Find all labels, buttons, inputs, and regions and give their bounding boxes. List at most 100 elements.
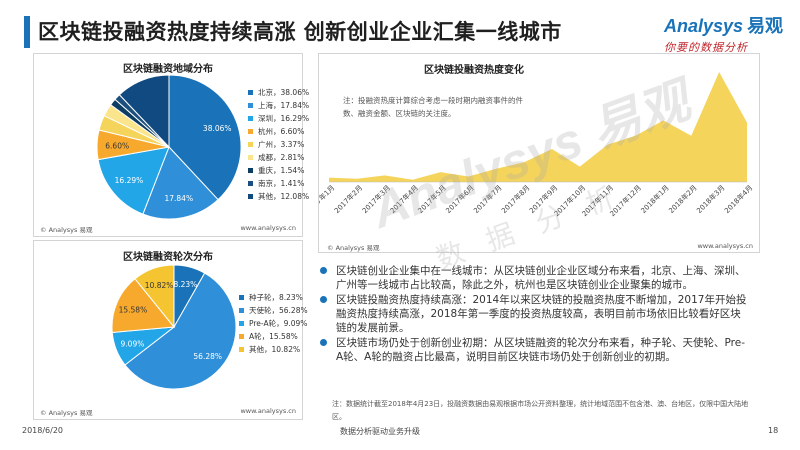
heat-chart-title: 区块链投融资热度变化 (424, 65, 524, 76)
legend-swatch (239, 308, 244, 313)
legend-item: 广州，3.37% (248, 138, 309, 151)
legend-item: 其他，12.08% (248, 190, 309, 203)
legend-swatch (239, 295, 244, 300)
heat-area (329, 72, 747, 182)
x-tick-label: 2018年2月 (667, 183, 699, 215)
heat-area-chart: 2017年1月2017年2月2017年3月2017年4月2017年5月2017年… (319, 72, 754, 218)
logo-cn: 易观 (747, 16, 784, 37)
x-tick-label: 2017年3月 (360, 183, 392, 215)
title-accent-bar (24, 16, 30, 48)
legend-label: 其他，10.82% (249, 345, 301, 354)
page-number: 18 (768, 426, 779, 435)
pie-slice (97, 146, 170, 215)
legend-swatch (248, 129, 253, 134)
legend-label: 上海，17.84% (258, 101, 310, 110)
x-tick-label: 2017年5月 (416, 183, 448, 215)
region-chart-title: 区块链融资地域分布 (123, 64, 213, 75)
legend-item: A轮，15.58% (239, 330, 308, 343)
legend-label: 天使轮，56.28% (249, 306, 308, 315)
legend-item: 上海，17.84% (248, 99, 309, 112)
bullet-item: 区块链市场仍处于创新创业初期：从区块链融资的轮次分布来看，种子轮、天使轮、Pre… (318, 336, 748, 364)
bullet-dot-icon (320, 339, 327, 346)
legend-item: 种子轮，8.23% (239, 291, 308, 304)
round-chart-title: 区块链融资轮次分布 (123, 252, 213, 263)
x-tick-label: 2017年6月 (444, 183, 476, 215)
legend-item: 南京，1.41% (248, 177, 309, 190)
legend-swatch (248, 103, 253, 108)
legend-swatch (239, 321, 244, 326)
legend-swatch (248, 155, 253, 160)
legend-label: 其他，12.08% (258, 192, 310, 201)
logo-slogan: 你要的数据分析 (664, 41, 748, 54)
pie-data-label: 10.82% (145, 281, 174, 290)
legend-item: 深圳，16.29% (248, 112, 309, 125)
legend-item: 其他，10.82% (239, 343, 308, 356)
x-tick-label: 2018年1月 (639, 183, 671, 215)
legend-item: 成都，2.81% (248, 151, 309, 164)
logo-main: Analysys 易观 (664, 12, 788, 38)
pie-slice (134, 264, 175, 329)
legend-label: 广州，3.37% (258, 140, 305, 149)
x-tick-label: 2017年8月 (499, 183, 531, 215)
pie-data-label: 38.06% (203, 124, 232, 133)
legend-swatch (248, 142, 253, 147)
legend-label: 北京，38.06% (258, 88, 310, 97)
legend-label: 重庆，1.54% (258, 166, 305, 175)
legend-label: A轮，15.58% (249, 332, 298, 341)
legend-label: 南京，1.41% (258, 179, 305, 188)
pie-data-label: 6.60% (105, 141, 129, 150)
heat-note: 注：投融资热度计算综合考虑一段时期内融资事件的件数、融资金额、区块链的关注度。 (343, 96, 523, 118)
logo-text: Analysys (664, 16, 744, 36)
bullet-dot-icon (320, 296, 327, 303)
pie-slice (124, 272, 237, 390)
region-source: © Analysys 易观 (40, 226, 93, 234)
round-source: © Analysys 易观 (40, 409, 93, 417)
bullet-dot-icon (320, 267, 327, 274)
pie-slice (168, 74, 242, 201)
legend-item: 天使轮，56.28% (239, 304, 308, 317)
legend-label: 成都，2.81% (258, 153, 305, 162)
legend-item: 重庆，1.54% (248, 164, 309, 177)
legend-swatch (248, 168, 253, 173)
legend-swatch (248, 90, 253, 95)
summary-bullets: 区块链创业企业集中在一线城市：从区块链创业企业区域分布来看，北京、上海、深圳、广… (318, 264, 748, 365)
legend-label: 杭州，6.60% (258, 127, 305, 136)
legend-item: 杭州，6.60% (248, 125, 309, 138)
legend-label: Pre-A轮，9.09% (249, 319, 308, 328)
legend-swatch (248, 194, 253, 199)
round-website: www.analysys.cn (240, 407, 296, 415)
pie-slice (111, 278, 175, 333)
legend-swatch (248, 116, 253, 121)
pie-slice (142, 146, 219, 220)
region-panel: 区块链融资地域分布 38.06% 17.84% 16.29% 6.60% 北京，38.… (33, 53, 309, 237)
region-legend: 北京，38.06% 上海，17.84% 深圳，16.29% 杭州，6.60% 广州，3.… (248, 86, 309, 203)
legend-swatch (248, 181, 253, 186)
page-title: 区块链投融资热度持续高涨 创新创业企业汇集一线城市 (38, 20, 562, 44)
heat-panel: 区块链投融资热度变化 注：投融资热度计算综合考虑一段时期内融资事件的件数、融资金… (318, 53, 760, 253)
legend-swatch (239, 347, 244, 352)
pie-data-label: 8.23% (173, 280, 197, 289)
heat-source: © Analysys 易观 (327, 244, 380, 252)
logo: Analysys 易观 你要的数据分析 (664, 12, 788, 54)
round-panel: 区块链融资轮次分布 8.23% 56.28% 9.09% 15.58% 10.82% 种… (33, 240, 308, 420)
x-tick-label: 2018年3月 (695, 183, 727, 215)
legend-label: 种子轮，8.23% (249, 293, 303, 302)
bullet-text: 区块链投融资热度持续高涨：2014年以来区块链的投融资热度不断增加，2017年开… (336, 294, 747, 334)
region-website: www.analysys.cn (240, 224, 296, 232)
bullet-item: 区块链创业企业集中在一线城市：从区块链创业企业区域分布来看，北京、上海、深圳、广… (318, 264, 748, 292)
pie-slice (118, 74, 170, 149)
bottom-note: 注：数据统计截至2018年4月23日，投融资数据由易观根据市场公开资料整理，统计… (332, 400, 749, 421)
bullet-text: 区块链市场仍处于创新创业初期：从区块链融资的轮次分布来看，种子轮、天使轮、Pre… (336, 337, 745, 363)
x-tick-label: 2017年4月 (388, 183, 420, 215)
legend-item: 北京，38.06% (248, 86, 309, 99)
pie-data-label: 15.58% (119, 306, 148, 315)
round-legend: 种子轮，8.23% 天使轮，56.28% Pre-A轮，9.09% A轮，15.58%… (239, 291, 308, 356)
pie-data-label: 9.09% (121, 339, 145, 348)
round-pie-chart: 8.23% 56.28% 9.09% 15.58% 10.82% (111, 264, 237, 390)
x-tick-label: 2017年7月 (472, 183, 504, 215)
heat-website: www.analysys.cn (697, 242, 753, 250)
bullet-item: 区块链投融资热度持续高涨：2014年以来区块链的投融资热度不断增加，2017年开… (318, 293, 748, 335)
pie-data-label: 17.84% (164, 194, 193, 203)
pie-data-label: 56.28% (193, 352, 222, 361)
bullet-text: 区块链创业企业集中在一线城市：从区块链创业企业区域分布来看，北京、上海、深圳、广… (336, 265, 746, 291)
